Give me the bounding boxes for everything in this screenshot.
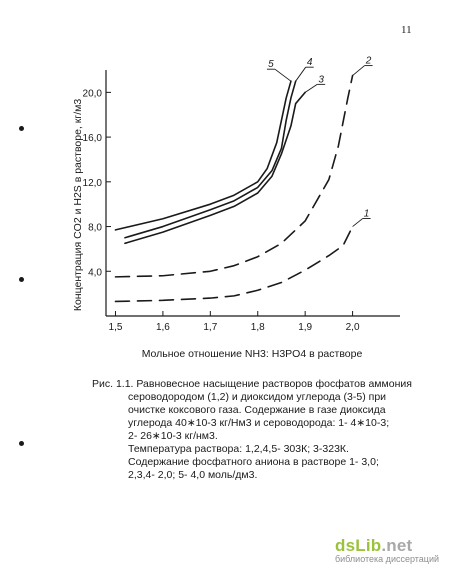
series-line-1 [114, 225, 354, 303]
x-tick-label: 1,5 [109, 322, 123, 333]
y-tick-label: 8,0 [88, 223, 102, 234]
margin-dot-middle [19, 277, 24, 282]
chart-ticks: 1,5 1,6 1,7 1,8 1,9 2,0 4,0 8,0 12,0 16,0 20,0 [83, 88, 360, 333]
x-tick-label: 1,8 [251, 322, 265, 333]
x-tick-label: 2,0 [346, 322, 360, 333]
caption-line: 2- 26∗10-3 кг/нм3. [128, 430, 218, 442]
series-line-4 [124, 80, 297, 239]
series-label-leader [304, 83, 318, 93]
caption-line: 2,3,4- 2,0; 5- 4,0 моль/дм3. [128, 469, 258, 481]
chart-series [114, 74, 354, 303]
margin-dot-top [19, 126, 24, 131]
watermark-subtitle: библиотека диссертаций [335, 554, 440, 564]
margin-dot-bottom [19, 441, 24, 446]
series-line-5 [114, 80, 292, 231]
series-label: 2 [365, 56, 372, 67]
caption-line: Температура раствора: 1,2,4,5- 303К; 3-3… [128, 443, 349, 455]
chart-axes [105, 70, 400, 317]
x-tick-label: 1,7 [203, 322, 217, 333]
page-number: 11 [401, 24, 412, 36]
series-label-leader [274, 68, 292, 82]
caption-line: Содержание фосфатного аниона в растворе … [128, 456, 379, 468]
chart-series-labels: 1 2 34 5 [266, 56, 373, 227]
series-label: 4 [307, 57, 313, 68]
x-tick-label: 1,6 [156, 322, 170, 333]
x-tick-label: 1,9 [298, 322, 312, 333]
series-label: 5 [268, 59, 274, 70]
equilibrium-chart: 1,5 1,6 1,7 1,8 1,9 2,0 4,0 8,0 12,0 16,0 20,0 1 2 3… [72, 56, 400, 360]
caption-line: очистке коксового газа. Содержание в газ… [128, 404, 386, 416]
y-tick-label: 12,0 [83, 178, 103, 189]
series-label-leader [352, 65, 365, 76]
caption-line: сероводородом (1,2) и диоксидом углерода… [128, 391, 387, 403]
caption-line: углерода 40∗10-3 кг/Нм3 и сероводорода: … [128, 417, 390, 429]
y-tick-label: 20,0 [83, 88, 103, 99]
series-label: 1 [364, 209, 370, 220]
watermark-logo-main: dsLib [335, 536, 382, 555]
series-label-leader [295, 66, 307, 82]
caption-line: Рис. 1.1. Равновесное насыщение растворо… [92, 378, 412, 390]
series-line-2 [114, 74, 354, 278]
x-axis-label: Мольное отношение NH3: H3PO4 в растворе [142, 348, 363, 360]
watermark-logo-tld: .net [381, 536, 413, 555]
y-tick-label: 4,0 [88, 267, 102, 278]
series-label: 3 [318, 74, 324, 85]
y-tick-label: 16,0 [83, 133, 103, 144]
y-axis-label: Концентрация CO2 и H2S в растворе, кг/м3 [72, 99, 84, 311]
figure-caption: Рис. 1.1. Равновесное насыщение растворо… [92, 378, 422, 482]
series-line-3 [124, 91, 306, 245]
watermark-logo: dsLib.net библиотека диссертаций [335, 536, 445, 564]
series-label-leader [352, 218, 363, 227]
